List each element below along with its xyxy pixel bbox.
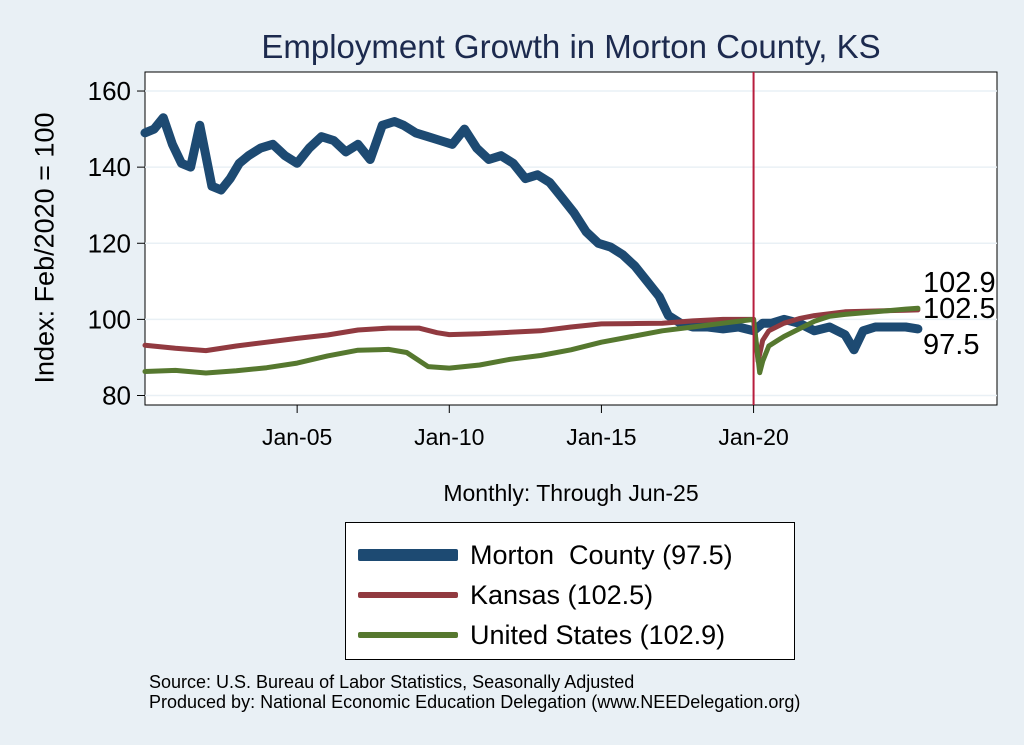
y-tick-label-100: 100 bbox=[88, 304, 131, 334]
y-tick-label-120: 120 bbox=[88, 228, 131, 258]
end-label-morton: 97.5 bbox=[923, 329, 979, 361]
x-tick-label-0: Jan-05 bbox=[262, 424, 332, 450]
series-line-morton bbox=[140, 113, 923, 355]
series-line-us bbox=[142, 305, 921, 376]
x-tick-label-2: Jan-15 bbox=[566, 424, 636, 450]
y-tick-label-140: 140 bbox=[88, 152, 131, 182]
produced-by-text: Produced by: National Economic Education… bbox=[149, 692, 801, 712]
series-line-kansas bbox=[142, 307, 921, 364]
axes-layer: 80 100 120 140 160 Jan-05 Jan-10 Jan-15 Jan-20 bbox=[88, 76, 789, 450]
x-tick-label-3: Jan-20 bbox=[718, 424, 788, 450]
end-label-us: 102.9 bbox=[923, 267, 996, 299]
legend-item-kansas: Kansas (102.5) bbox=[358, 575, 653, 615]
legend-item-us: United States (102.9) bbox=[358, 615, 725, 655]
source-text: Source: U.S. Bureau of Labor Statistics,… bbox=[149, 672, 635, 692]
legend: Morton County (97.5) Kansas (102.5) Unit… bbox=[345, 522, 795, 660]
legend-swatch-kansas bbox=[358, 592, 458, 598]
end-label-kansas: 102.5 bbox=[923, 293, 996, 325]
legend-label-morton: Morton County (97.5) bbox=[470, 539, 733, 570]
y-tick-label-160: 160 bbox=[88, 76, 131, 106]
y-tick-label-80: 80 bbox=[102, 380, 131, 410]
series-layer bbox=[140, 72, 923, 405]
y-axis-label: Index: Feb/2020 = 100 bbox=[29, 112, 60, 384]
legend-label-kansas: Kansas (102.5) bbox=[470, 579, 654, 610]
x-tick-label-1: Jan-10 bbox=[414, 424, 484, 450]
plot-area bbox=[144, 71, 998, 406]
grid-layer bbox=[145, 90, 997, 397]
legend-label-us: United States (102.9) bbox=[470, 619, 726, 650]
legend-swatch-morton bbox=[358, 549, 458, 561]
chart-title: Employment Growth in Morton County, KS bbox=[261, 28, 881, 65]
source-note: Source: U.S. Bureau of Labor Statistics,… bbox=[149, 672, 800, 712]
legend-item-morton: Morton County (97.5) bbox=[358, 535, 733, 575]
x-axis-label: Monthly: Through Jun-25 bbox=[443, 480, 699, 506]
legend-swatch-us bbox=[358, 632, 458, 638]
